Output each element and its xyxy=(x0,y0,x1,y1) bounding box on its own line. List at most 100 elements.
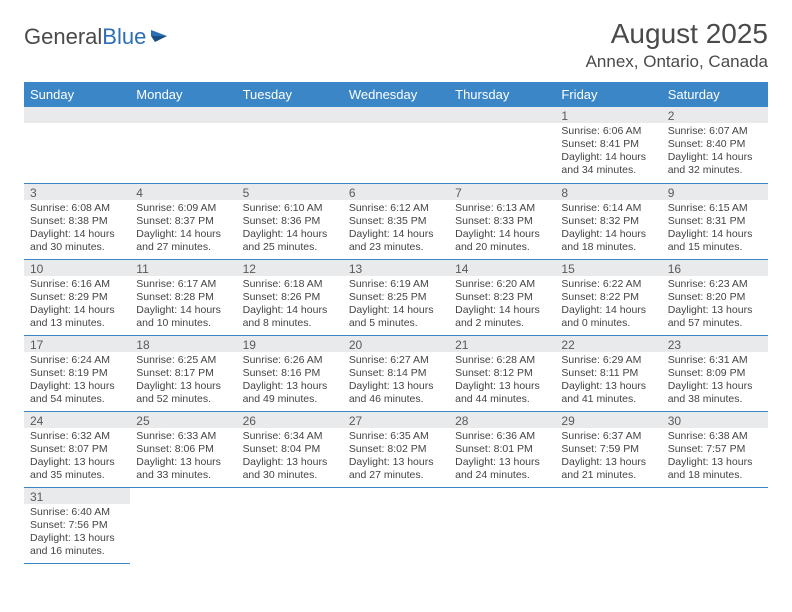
day-number: 4 xyxy=(130,184,236,200)
weekday-header: Saturday xyxy=(662,82,768,107)
sunset-text: Sunset: 8:04 PM xyxy=(243,443,337,456)
sunset-text: Sunset: 8:19 PM xyxy=(30,367,124,380)
day-number: 20 xyxy=(343,336,449,352)
day-number: 22 xyxy=(555,336,661,352)
daylight-text: Daylight: 14 hours and 27 minutes. xyxy=(136,228,230,254)
daylight-text: Daylight: 14 hours and 2 minutes. xyxy=(455,304,549,330)
day-number: 13 xyxy=(343,260,449,276)
day-details: Sunrise: 6:33 AMSunset: 8:06 PMDaylight:… xyxy=(130,428,236,487)
logo: GeneralBlue xyxy=(24,18,171,50)
sunset-text: Sunset: 8:17 PM xyxy=(136,367,230,380)
sunrise-text: Sunrise: 6:37 AM xyxy=(561,430,655,443)
sunrise-text: Sunrise: 6:08 AM xyxy=(30,202,124,215)
sunset-text: Sunset: 8:38 PM xyxy=(30,215,124,228)
calendar-cell: 16Sunrise: 6:23 AMSunset: 8:20 PMDayligh… xyxy=(662,259,768,335)
daylight-text: Daylight: 14 hours and 5 minutes. xyxy=(349,304,443,330)
sunset-text: Sunset: 7:59 PM xyxy=(561,443,655,456)
calendar-cell: 13Sunrise: 6:19 AMSunset: 8:25 PMDayligh… xyxy=(343,259,449,335)
sunrise-text: Sunrise: 6:13 AM xyxy=(455,202,549,215)
daylight-text: Daylight: 14 hours and 15 minutes. xyxy=(668,228,762,254)
calendar-cell: 12Sunrise: 6:18 AMSunset: 8:26 PMDayligh… xyxy=(237,259,343,335)
sunset-text: Sunset: 8:14 PM xyxy=(349,367,443,380)
daylight-text: Daylight: 14 hours and 23 minutes. xyxy=(349,228,443,254)
calendar-cell xyxy=(237,487,343,563)
sunrise-text: Sunrise: 6:40 AM xyxy=(30,506,124,519)
calendar-cell: 25Sunrise: 6:33 AMSunset: 8:06 PMDayligh… xyxy=(130,411,236,487)
day-number: 7 xyxy=(449,184,555,200)
sunrise-text: Sunrise: 6:12 AM xyxy=(349,202,443,215)
day-details: Sunrise: 6:35 AMSunset: 8:02 PMDaylight:… xyxy=(343,428,449,487)
calendar-cell xyxy=(449,107,555,183)
calendar-cell: 11Sunrise: 6:17 AMSunset: 8:28 PMDayligh… xyxy=(130,259,236,335)
sunset-text: Sunset: 8:26 PM xyxy=(243,291,337,304)
sunrise-text: Sunrise: 6:29 AM xyxy=(561,354,655,367)
daylight-text: Daylight: 13 hours and 49 minutes. xyxy=(243,380,337,406)
day-number: 23 xyxy=(662,336,768,352)
calendar-cell: 27Sunrise: 6:35 AMSunset: 8:02 PMDayligh… xyxy=(343,411,449,487)
day-details: Sunrise: 6:29 AMSunset: 8:11 PMDaylight:… xyxy=(555,352,661,411)
sunrise-text: Sunrise: 6:09 AM xyxy=(136,202,230,215)
title-block: August 2025 Annex, Ontario, Canada xyxy=(586,18,768,72)
calendar-cell: 28Sunrise: 6:36 AMSunset: 8:01 PMDayligh… xyxy=(449,411,555,487)
sunset-text: Sunset: 8:12 PM xyxy=(455,367,549,380)
day-details: Sunrise: 6:32 AMSunset: 8:07 PMDaylight:… xyxy=(24,428,130,487)
weekday-row: SundayMondayTuesdayWednesdayThursdayFrid… xyxy=(24,82,768,107)
daylight-text: Daylight: 14 hours and 34 minutes. xyxy=(561,151,655,177)
day-details: Sunrise: 6:37 AMSunset: 7:59 PMDaylight:… xyxy=(555,428,661,487)
calendar-cell: 21Sunrise: 6:28 AMSunset: 8:12 PMDayligh… xyxy=(449,335,555,411)
day-details: Sunrise: 6:12 AMSunset: 8:35 PMDaylight:… xyxy=(343,200,449,259)
day-number: 12 xyxy=(237,260,343,276)
day-number: 21 xyxy=(449,336,555,352)
daylight-text: Daylight: 14 hours and 18 minutes. xyxy=(561,228,655,254)
day-details: Sunrise: 6:19 AMSunset: 8:25 PMDaylight:… xyxy=(343,276,449,335)
calendar-cell: 18Sunrise: 6:25 AMSunset: 8:17 PMDayligh… xyxy=(130,335,236,411)
sunset-text: Sunset: 8:20 PM xyxy=(668,291,762,304)
daylight-text: Daylight: 13 hours and 41 minutes. xyxy=(561,380,655,406)
day-number: 29 xyxy=(555,412,661,428)
day-number: 10 xyxy=(24,260,130,276)
day-number: 5 xyxy=(237,184,343,200)
calendar-table: SundayMondayTuesdayWednesdayThursdayFrid… xyxy=(24,82,768,564)
day-details: Sunrise: 6:17 AMSunset: 8:28 PMDaylight:… xyxy=(130,276,236,335)
sunset-text: Sunset: 8:02 PM xyxy=(349,443,443,456)
calendar-cell: 15Sunrise: 6:22 AMSunset: 8:22 PMDayligh… xyxy=(555,259,661,335)
calendar-row: 1Sunrise: 6:06 AMSunset: 8:41 PMDaylight… xyxy=(24,107,768,183)
sunrise-text: Sunrise: 6:31 AM xyxy=(668,354,762,367)
day-number-empty xyxy=(130,107,236,123)
day-details: Sunrise: 6:09 AMSunset: 8:37 PMDaylight:… xyxy=(130,200,236,259)
calendar-cell xyxy=(662,487,768,563)
calendar-cell: 4Sunrise: 6:09 AMSunset: 8:37 PMDaylight… xyxy=(130,183,236,259)
sunrise-text: Sunrise: 6:23 AM xyxy=(668,278,762,291)
weekday-header: Friday xyxy=(555,82,661,107)
sunset-text: Sunset: 8:32 PM xyxy=(561,215,655,228)
calendar-cell: 6Sunrise: 6:12 AMSunset: 8:35 PMDaylight… xyxy=(343,183,449,259)
day-number: 24 xyxy=(24,412,130,428)
calendar-cell: 2Sunrise: 6:07 AMSunset: 8:40 PMDaylight… xyxy=(662,107,768,183)
calendar-cell: 1Sunrise: 6:06 AMSunset: 8:41 PMDaylight… xyxy=(555,107,661,183)
calendar-cell xyxy=(130,487,236,563)
sunrise-text: Sunrise: 6:34 AM xyxy=(243,430,337,443)
sunset-text: Sunset: 8:22 PM xyxy=(561,291,655,304)
calendar-cell: 5Sunrise: 6:10 AMSunset: 8:36 PMDaylight… xyxy=(237,183,343,259)
sunrise-text: Sunrise: 6:15 AM xyxy=(668,202,762,215)
sunset-text: Sunset: 8:35 PM xyxy=(349,215,443,228)
sunrise-text: Sunrise: 6:35 AM xyxy=(349,430,443,443)
sunrise-text: Sunrise: 6:14 AM xyxy=(561,202,655,215)
day-number-empty xyxy=(449,107,555,123)
day-details: Sunrise: 6:26 AMSunset: 8:16 PMDaylight:… xyxy=(237,352,343,411)
calendar-cell: 8Sunrise: 6:14 AMSunset: 8:32 PMDaylight… xyxy=(555,183,661,259)
daylight-text: Daylight: 13 hours and 16 minutes. xyxy=(30,532,124,558)
daylight-text: Daylight: 13 hours and 35 minutes. xyxy=(30,456,124,482)
sunrise-text: Sunrise: 6:10 AM xyxy=(243,202,337,215)
calendar-cell: 3Sunrise: 6:08 AMSunset: 8:38 PMDaylight… xyxy=(24,183,130,259)
sunrise-text: Sunrise: 6:32 AM xyxy=(30,430,124,443)
daylight-text: Daylight: 14 hours and 30 minutes. xyxy=(30,228,124,254)
day-number-empty xyxy=(237,107,343,123)
calendar-cell: 17Sunrise: 6:24 AMSunset: 8:19 PMDayligh… xyxy=(24,335,130,411)
month-title: August 2025 xyxy=(586,18,768,50)
day-number: 30 xyxy=(662,412,768,428)
day-number: 19 xyxy=(237,336,343,352)
calendar-cell: 19Sunrise: 6:26 AMSunset: 8:16 PMDayligh… xyxy=(237,335,343,411)
daylight-text: Daylight: 13 hours and 38 minutes. xyxy=(668,380,762,406)
weekday-header: Wednesday xyxy=(343,82,449,107)
